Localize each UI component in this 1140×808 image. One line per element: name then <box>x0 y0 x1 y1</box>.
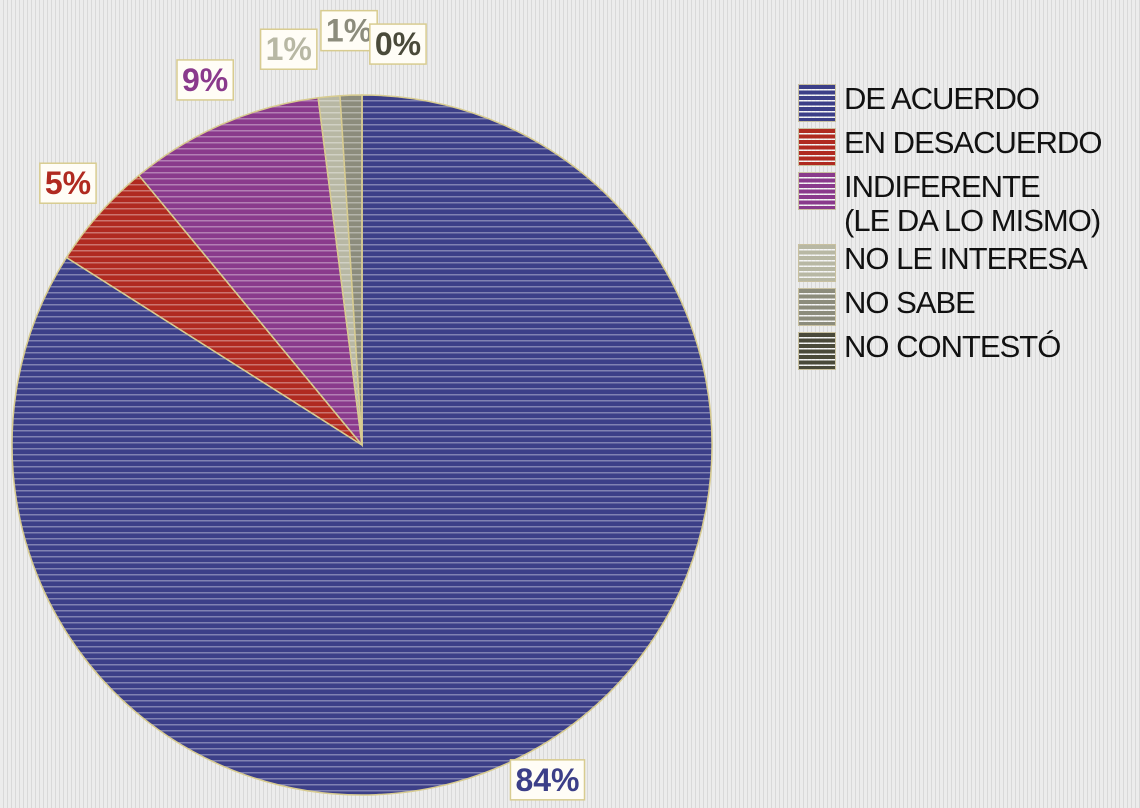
legend-label: NO LE INTERESA <box>844 241 1088 276</box>
value-label-text: 5% <box>45 165 91 201</box>
legend-label: EN DESACUERDO <box>844 125 1102 160</box>
legend-swatch <box>798 244 836 282</box>
legend-item: EN DESACUERDO <box>798 126 1138 166</box>
legend-item: NO CONTESTÓ <box>798 330 1138 370</box>
legend-item: NO LE INTERESA <box>798 242 1138 282</box>
value-label: 5% <box>39 162 97 204</box>
legend-item: DE ACUERDO <box>798 82 1138 122</box>
value-label-box <box>509 759 586 801</box>
value-label-text: 1% <box>266 31 312 67</box>
value-label: 1% <box>259 28 318 70</box>
legend-swatch <box>798 288 836 326</box>
value-label-box <box>39 162 97 204</box>
value-label-box <box>259 28 318 70</box>
value-label: 84% <box>509 759 586 801</box>
legend-swatch <box>798 332 836 370</box>
value-label-text: 84% <box>515 762 579 798</box>
pie-slice <box>137 96 364 448</box>
value-label: 0% <box>369 23 427 65</box>
legend-label: NO CONTESTÓ <box>844 329 1061 364</box>
legend-label: DE ACUERDO <box>844 81 1040 116</box>
value-label: 1% <box>320 9 378 52</box>
value-label-box <box>369 23 427 65</box>
value-label-text: 9% <box>182 62 228 98</box>
value-label-box <box>320 9 378 52</box>
legend: DE ACUERDO EN DESACUERDO INDIFERENTE (LE D… <box>798 82 1138 374</box>
legend-swatch <box>798 84 836 122</box>
legend-label: NO SABE <box>844 285 976 320</box>
legend-item: INDIFERENTE (LE DA LO MISMO) <box>798 170 1138 238</box>
value-label-text: 1% <box>326 13 372 49</box>
value-label-box <box>176 59 235 101</box>
legend-item: NO SABE <box>798 286 1138 326</box>
value-label: 9% <box>176 59 235 101</box>
value-label-text: 0% <box>375 26 421 62</box>
legend-swatch <box>798 172 836 210</box>
legend-label: INDIFERENTE (LE DA LO MISMO) <box>844 169 1101 238</box>
legend-swatch <box>798 128 836 166</box>
